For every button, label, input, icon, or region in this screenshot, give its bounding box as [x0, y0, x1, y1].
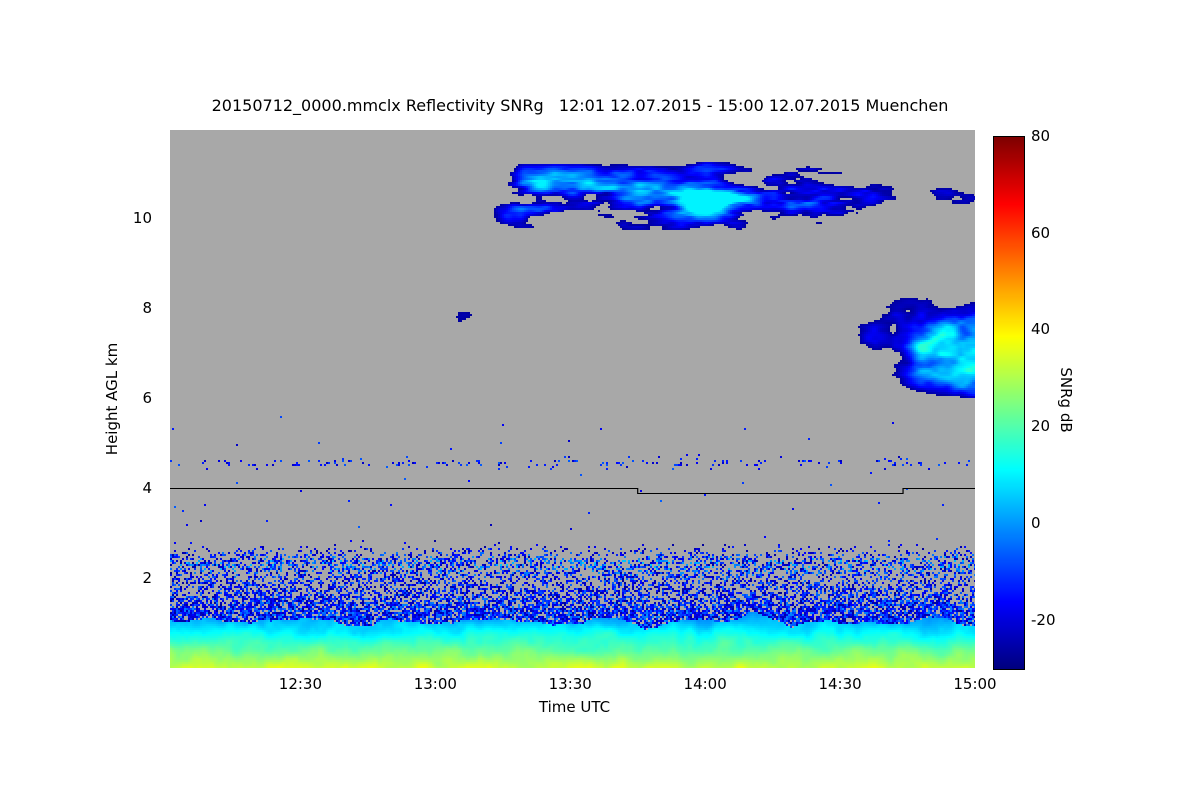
- colorbar-canvas: [993, 136, 1025, 670]
- colorbar-tick-label: 80: [1031, 127, 1051, 145]
- y-tick-label: 8: [142, 298, 152, 317]
- x-tick-label: 12:30: [278, 675, 323, 693]
- heatmap-canvas: [170, 130, 975, 668]
- y-tick-label: 10: [132, 208, 152, 227]
- colorbar-tick-label: 60: [1031, 223, 1051, 242]
- y-tick-label: 2: [142, 568, 152, 587]
- x-tick-label: 13:30: [548, 675, 592, 693]
- x-axis-label: Time UTC: [538, 698, 611, 716]
- x-tick-label: 14:00: [683, 675, 727, 693]
- plot-title: 20150712_0000.mmclx Reflectivity SNRg 12…: [211, 96, 949, 115]
- y-tick-label: 4: [142, 478, 152, 497]
- x-tick-label: 13:00: [413, 675, 457, 693]
- y-tick-label: 6: [142, 388, 152, 407]
- x-tick-label: 15:00: [953, 675, 997, 693]
- colorbar-ticks: 80 60 40 20 0 -20: [1031, 127, 1081, 668]
- colorbar-tick-label: 0: [1031, 513, 1041, 532]
- colorbar-tick-label: -20: [1031, 610, 1056, 629]
- x-axis-ticks: 12:30 13:00 13:30 14:00 14:30 15:00: [170, 675, 997, 695]
- y-axis-ticks: 2 4 6 8 10: [98, 130, 158, 668]
- colorbar-label: SNRg dB: [1057, 367, 1075, 433]
- colorbar-tick-label: 40: [1031, 320, 1051, 339]
- colorbar-tick-label: 20: [1031, 417, 1051, 436]
- x-tick-label: 14:30: [818, 675, 862, 693]
